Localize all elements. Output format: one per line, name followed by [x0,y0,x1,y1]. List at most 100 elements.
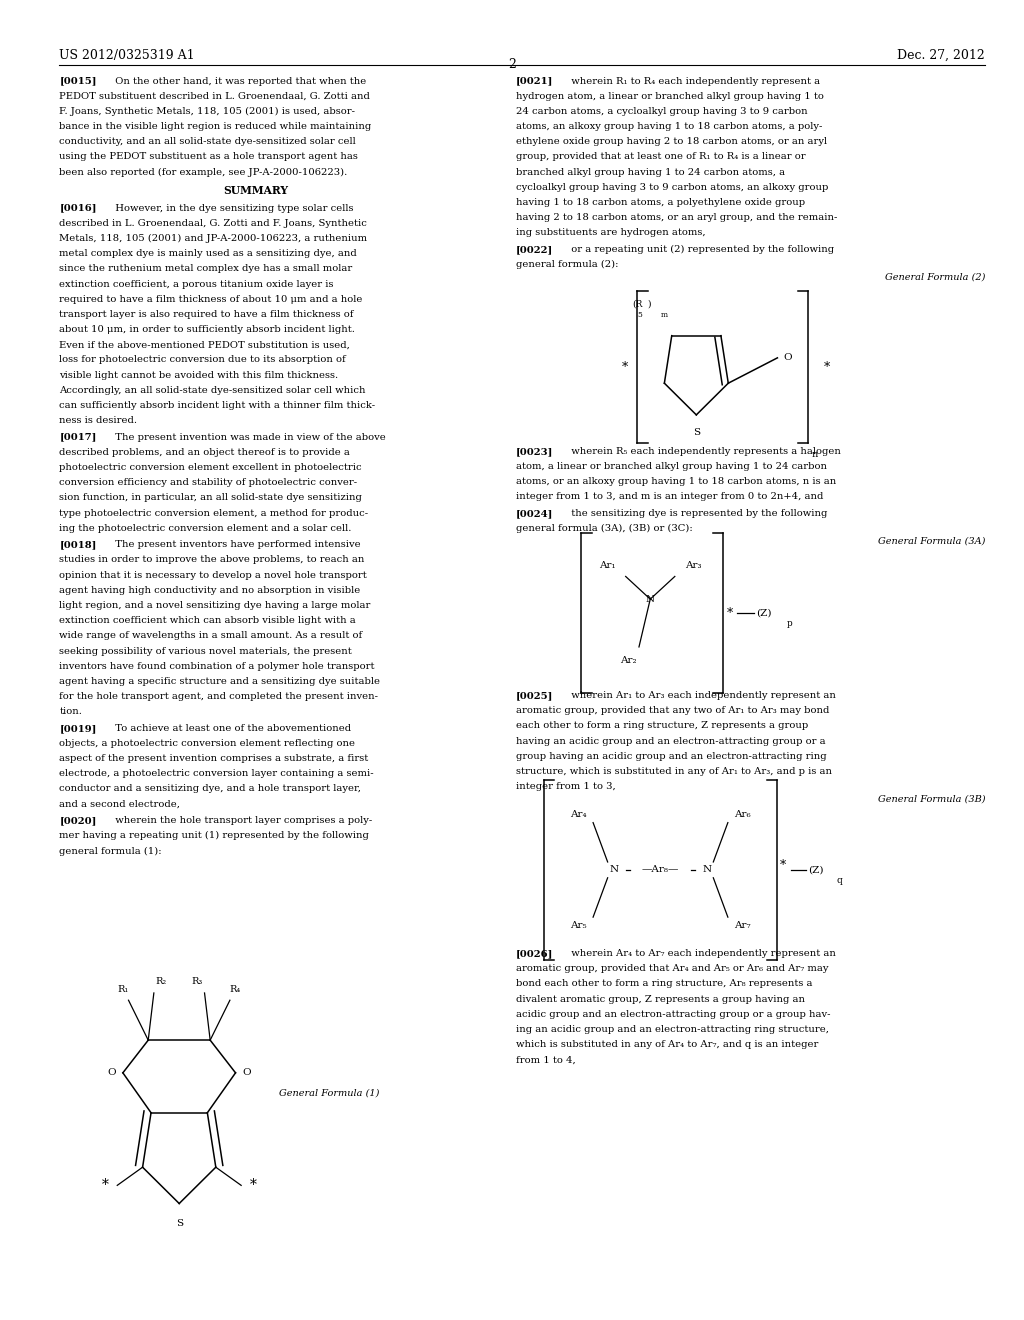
Text: the sensitizing dye is represented by the following: the sensitizing dye is represented by th… [565,508,827,517]
Text: since the ruthenium metal complex dye has a small molar: since the ruthenium metal complex dye ha… [59,264,352,273]
Text: N: N [646,594,654,603]
Text: (R: (R [632,300,642,309]
Text: General Formula (3B): General Formula (3B) [878,795,985,804]
Text: General Formula (2): General Formula (2) [885,272,985,281]
Text: wherein R₁ to R₄ each independently represent a: wherein R₁ to R₄ each independently repr… [565,77,820,86]
Text: loss for photoelectric conversion due to its absorption of: loss for photoelectric conversion due to… [59,355,346,364]
Text: group having an acidic group and an electron-attracting ring: group having an acidic group and an elec… [516,751,826,760]
Text: light region, and a novel sensitizing dye having a large molar: light region, and a novel sensitizing dy… [59,601,371,610]
Text: [0025]: [0025] [516,690,553,700]
Text: conductor and a sensitizing dye, and a hole transport layer,: conductor and a sensitizing dye, and a h… [59,784,361,793]
Text: On the other hand, it was reported that when the: On the other hand, it was reported that … [109,77,366,86]
Text: ing an acidic group and an electron-attracting ring structure,: ing an acidic group and an electron-attr… [516,1024,829,1034]
Text: F. Joans, Synthetic Metals, 118, 105 (2001) is used, absor-: F. Joans, Synthetic Metals, 118, 105 (20… [59,107,355,116]
Text: wide range of wavelengths in a small amount. As a result of: wide range of wavelengths in a small amo… [59,631,362,640]
Text: mer having a repeating unit (1) represented by the following: mer having a repeating unit (1) represen… [59,832,370,841]
Text: acidic group and an electron-attracting group or a group hav-: acidic group and an electron-attracting … [516,1010,830,1019]
Text: 2: 2 [508,58,516,71]
Text: aromatic group, provided that any two of Ar₁ to Ar₃ may bond: aromatic group, provided that any two of… [516,706,829,715]
Text: group, provided that at least one of R₁ to R₄ is a linear or: group, provided that at least one of R₁ … [516,152,806,161]
Text: *: * [102,1179,109,1192]
Text: (Z): (Z) [808,866,823,874]
Text: can sufficiently absorb incident light with a thinner film thick-: can sufficiently absorb incident light w… [59,401,376,411]
Text: general formula (2):: general formula (2): [516,260,618,269]
Text: —Ar₈—: —Ar₈— [642,866,679,874]
Text: or a repeating unit (2) represented by the following: or a repeating unit (2) represented by t… [565,244,835,253]
Text: atoms, or an alkoxy group having 1 to 18 carbon atoms, n is an: atoms, or an alkoxy group having 1 to 18… [516,477,837,486]
Text: divalent aromatic group, Z represents a group having an: divalent aromatic group, Z represents a … [516,994,805,1003]
Text: q: q [837,876,843,884]
Text: structure, which is substituted in any of Ar₁ to Ar₃, and p is an: structure, which is substituted in any o… [516,767,833,776]
Text: photoelectric conversion element excellent in photoelectric: photoelectric conversion element excelle… [59,463,362,473]
Text: Ar₇: Ar₇ [734,920,751,929]
Text: seeking possibility of various novel materials, the present: seeking possibility of various novel mat… [59,647,352,656]
Text: N: N [609,866,618,874]
Text: cycloalkyl group having 3 to 9 carbon atoms, an alkoxy group: cycloalkyl group having 3 to 9 carbon at… [516,182,828,191]
Text: R₄: R₄ [229,985,241,994]
Text: electrode, a photoelectric conversion layer containing a semi-: electrode, a photoelectric conversion la… [59,770,374,779]
Text: S: S [176,1220,182,1229]
Text: extinction coefficient, a porous titanium oxide layer is: extinction coefficient, a porous titaniu… [59,280,334,289]
Text: *: * [726,606,733,619]
Text: wherein Ar₄ to Ar₇ each independently represent an: wherein Ar₄ to Ar₇ each independently re… [565,949,837,958]
Text: R₂: R₂ [156,977,167,986]
Text: ): ) [647,300,651,309]
Text: The present invention was made in view of the above: The present invention was made in view o… [109,433,385,442]
Text: [0020]: [0020] [59,816,96,825]
Text: Metals, 118, 105 (2001) and JP-A-2000-106223, a ruthenium: Metals, 118, 105 (2001) and JP-A-2000-10… [59,234,368,243]
Text: and a second electrode,: and a second electrode, [59,800,180,809]
Text: atom, a linear or branched alkyl group having 1 to 24 carbon: atom, a linear or branched alkyl group h… [516,462,827,471]
Text: ing substituents are hydrogen atoms,: ing substituents are hydrogen atoms, [516,228,706,238]
Text: *: * [780,859,786,873]
Text: [0015]: [0015] [59,77,97,86]
Text: [0021]: [0021] [516,77,553,86]
Text: N: N [702,866,712,874]
Text: atoms, an alkoxy group having 1 to 18 carbon atoms, a poly-: atoms, an alkoxy group having 1 to 18 ca… [516,121,822,131]
Text: from 1 to 4,: from 1 to 4, [516,1055,575,1064]
Text: sion function, in particular, an all solid-state dye sensitizing: sion function, in particular, an all sol… [59,494,362,503]
Text: aspect of the present invention comprises a substrate, a first: aspect of the present invention comprise… [59,754,369,763]
Text: S: S [693,428,699,437]
Text: wherein Ar₁ to Ar₃ each independently represent an: wherein Ar₁ to Ar₃ each independently re… [565,690,837,700]
Text: ness is desired.: ness is desired. [59,416,137,425]
Text: O: O [108,1068,116,1077]
Text: agent having a specific structure and a sensitizing dye suitable: agent having a specific structure and a … [59,677,380,686]
Text: (Z): (Z) [756,609,772,618]
Text: required to have a film thickness of about 10 μm and a hole: required to have a film thickness of abo… [59,294,362,304]
Text: p: p [786,619,793,628]
Text: 24 carbon atoms, a cycloalkyl group having 3 to 9 carbon: 24 carbon atoms, a cycloalkyl group havi… [516,107,808,116]
Text: visible light cannot be avoided with this film thickness.: visible light cannot be avoided with thi… [59,371,339,380]
Text: *: * [622,360,628,374]
Text: wherein R₅ each independently represents a halogen: wherein R₅ each independently represents… [565,446,841,455]
Text: Ar₆: Ar₆ [734,810,751,820]
Text: transport layer is also required to have a film thickness of: transport layer is also required to have… [59,310,354,319]
Text: ethylene oxide group having 2 to 18 carbon atoms, or an aryl: ethylene oxide group having 2 to 18 carb… [516,137,827,147]
Text: general formula (1):: general formula (1): [59,846,162,855]
Text: SUMMARY: SUMMARY [223,185,289,197]
Text: [0023]: [0023] [516,446,553,455]
Text: O: O [243,1068,251,1077]
Text: integer from 1 to 3,: integer from 1 to 3, [516,781,615,791]
Text: n: n [811,450,817,459]
Text: wherein the hole transport layer comprises a poly-: wherein the hole transport layer compris… [109,816,372,825]
Text: using the PEDOT substituent as a hole transport agent has: using the PEDOT substituent as a hole tr… [59,152,358,161]
Text: [0016]: [0016] [59,203,97,213]
Text: described in L. Groenendaal, G. Zotti and F. Joans, Synthetic: described in L. Groenendaal, G. Zotti an… [59,219,368,228]
Text: [0019]: [0019] [59,723,96,733]
Text: studies in order to improve the above problems, to reach an: studies in order to improve the above pr… [59,556,365,565]
Text: tion.: tion. [59,708,82,717]
Text: Even if the above-mentioned PEDOT substitution is used,: Even if the above-mentioned PEDOT substi… [59,341,350,350]
Text: Dec. 27, 2012: Dec. 27, 2012 [897,49,985,62]
Text: having 2 to 18 carbon atoms, or an aryl group, and the remain-: having 2 to 18 carbon atoms, or an aryl … [516,213,838,222]
Text: Ar₂: Ar₂ [621,656,637,665]
Text: having an acidic group and an electron-attracting group or a: having an acidic group and an electron-a… [516,737,825,746]
Text: Accordingly, an all solid-state dye-sensitized solar cell which: Accordingly, an all solid-state dye-sens… [59,385,366,395]
Text: metal complex dye is mainly used as a sensitizing dye, and: metal complex dye is mainly used as a se… [59,249,357,259]
Text: However, in the dye sensitizing type solar cells: However, in the dye sensitizing type sol… [109,203,353,213]
Text: ing the photoelectric conversion element and a solar cell.: ing the photoelectric conversion element… [59,524,352,533]
Text: To achieve at least one of the abovementioned: To achieve at least one of the abovement… [109,723,350,733]
Text: The present inventors have performed intensive: The present inventors have performed int… [109,540,360,549]
Text: general formula (3A), (3B) or (3C):: general formula (3A), (3B) or (3C): [516,524,693,533]
Text: [0018]: [0018] [59,540,96,549]
Text: General Formula (1): General Formula (1) [279,1089,379,1098]
